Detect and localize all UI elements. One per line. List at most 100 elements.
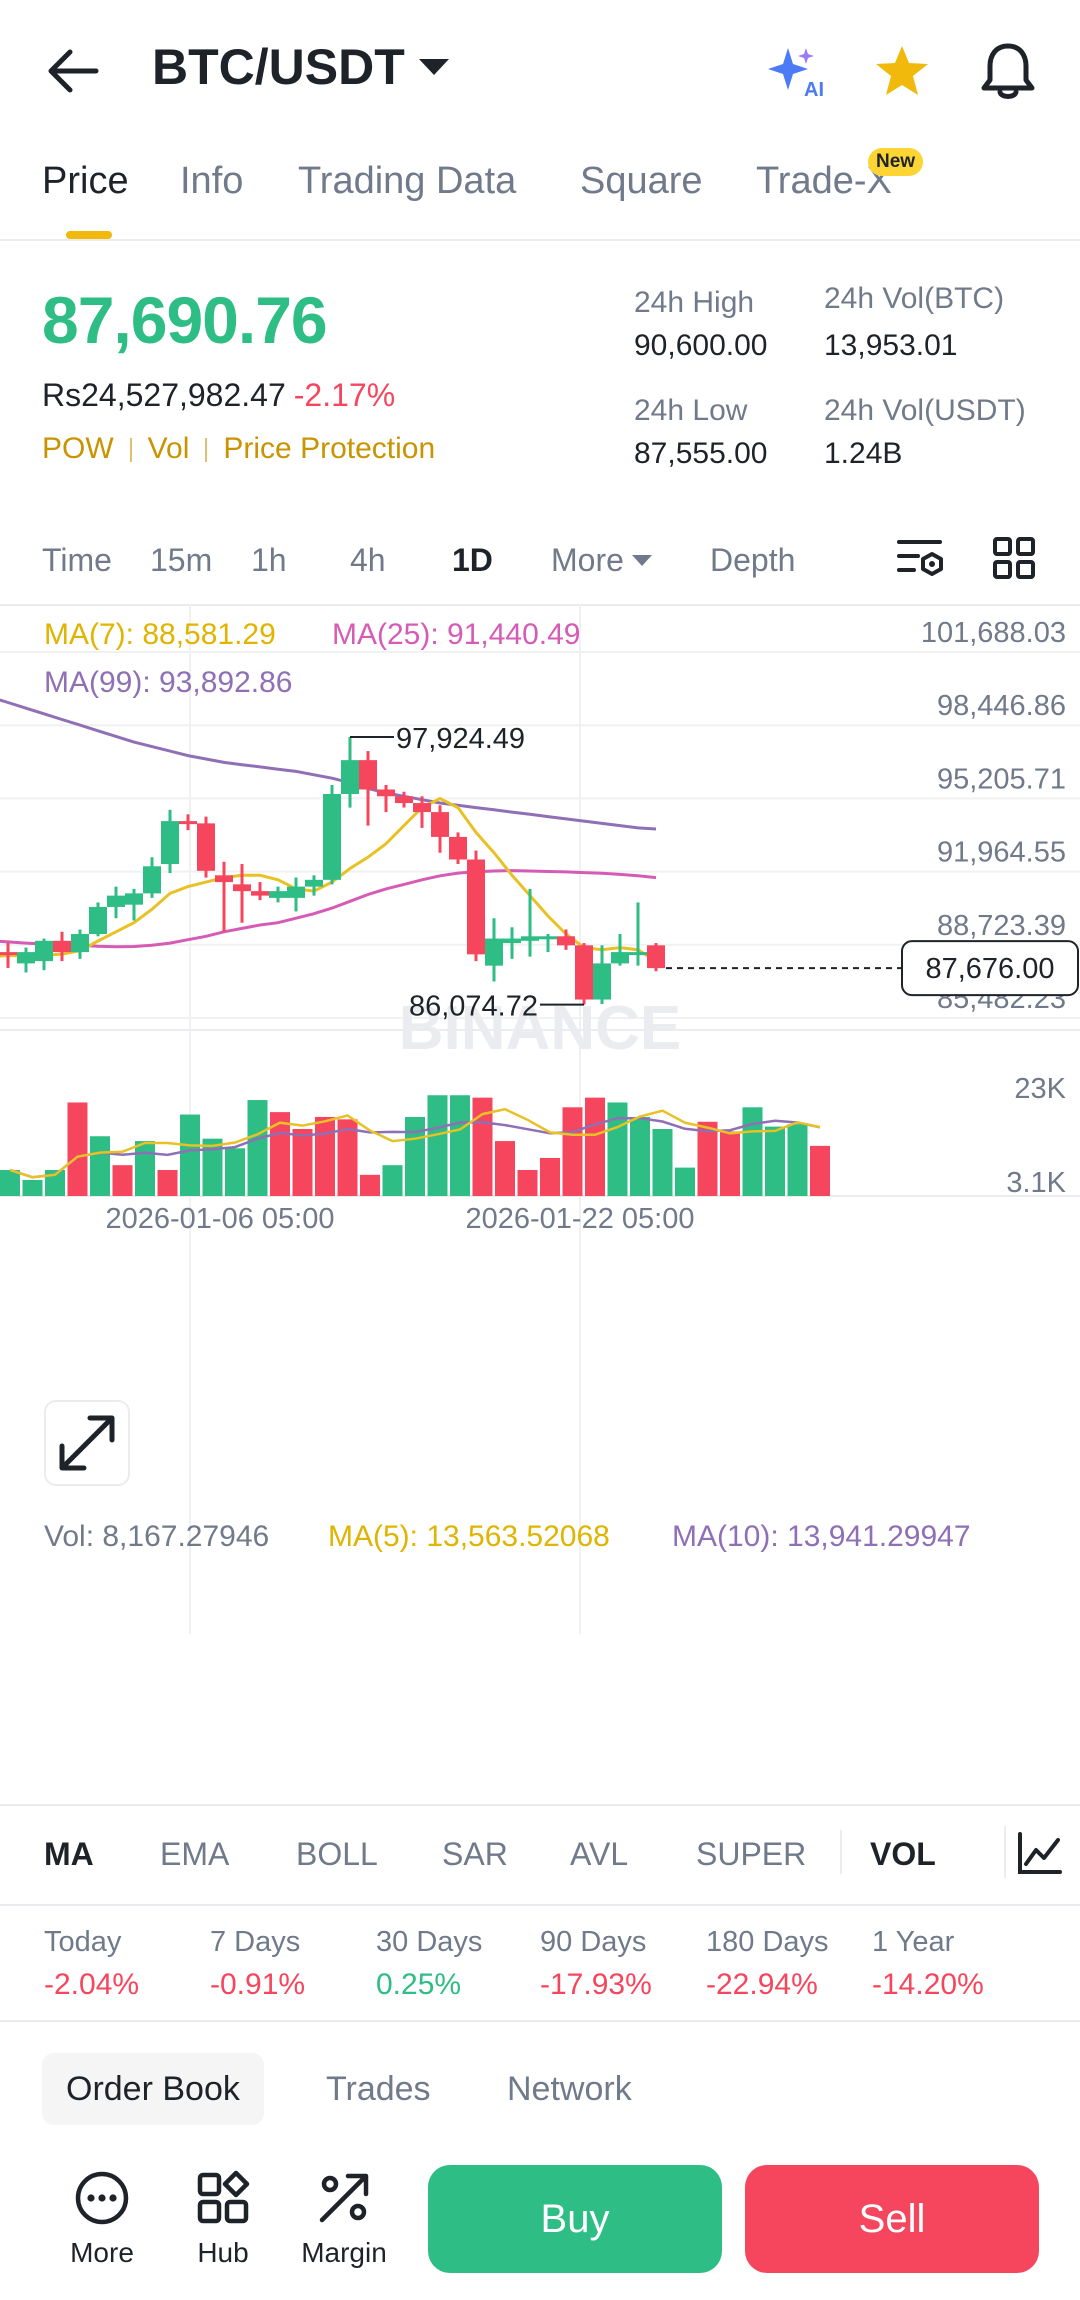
volume-bar <box>22 1180 43 1196</box>
tf-15m[interactable]: 15m <box>150 542 213 578</box>
alert-button[interactable] <box>978 40 1038 102</box>
volume-label: Vol: 8,167.27946 <box>44 1520 270 1553</box>
buy-button[interactable]: Buy <box>428 2165 722 2273</box>
price-markers: 97,924.49 86,074.72 87,676.00 <box>350 723 1079 1023</box>
indicator-divider <box>1004 1826 1006 1878</box>
indicator-ma[interactable]: MA <box>44 1836 94 1872</box>
sell-button[interactable]: Sell <box>745 2165 1039 2273</box>
tab-trading-data[interactable]: Trading Data <box>298 160 517 202</box>
tf-1h[interactable]: 1h <box>251 542 287 578</box>
candle-body <box>287 886 305 898</box>
volume-bar <box>337 1119 358 1196</box>
perf-1y-value: -14.20% <box>872 1968 984 2001</box>
candle-body <box>125 893 143 905</box>
tab-info[interactable]: Info <box>180 160 244 202</box>
vol-ma10-line <box>9 1116 821 1179</box>
candle-body <box>629 952 647 956</box>
bell-icon <box>981 43 1035 99</box>
tf-more[interactable]: More <box>551 542 652 579</box>
tf-4h[interactable]: 4h <box>350 542 386 578</box>
volume-bar <box>675 1167 695 1196</box>
chevron-down-icon <box>631 555 652 567</box>
vol-btc-value: 13,953.01 <box>824 329 958 362</box>
vol-usdt-label: 24h Vol(USDT) <box>824 394 1026 427</box>
tab-price[interactable]: Price <box>42 160 129 202</box>
tabs-divider <box>0 239 1080 241</box>
tab-trades[interactable]: Trades <box>326 2070 431 2108</box>
hub-button[interactable]: Hub <box>168 2170 278 2269</box>
perf-bottom-divider <box>0 2020 1080 2022</box>
ai-sparkle-icon: AI <box>768 48 824 101</box>
favorite-button[interactable] <box>874 44 930 98</box>
volume-bar <box>720 1131 740 1196</box>
ai-button[interactable]: AI <box>766 44 830 101</box>
expand-chart-button[interactable] <box>44 1400 130 1486</box>
candle-body <box>341 760 359 795</box>
expand-icon <box>59 1415 115 1471</box>
chart-grid <box>0 604 1080 1634</box>
volume-bar <box>67 1102 88 1196</box>
price-axis-label: 91,964.55 <box>937 837 1066 869</box>
high-value: 90,600.00 <box>634 329 768 362</box>
tag-pow[interactable]: POW <box>42 432 114 465</box>
svg-text:AI: AI <box>804 79 824 100</box>
indicator-super[interactable]: SUPER <box>696 1836 807 1872</box>
volume-bar <box>225 1148 245 1196</box>
indicator-vol[interactable]: VOL <box>870 1836 936 1872</box>
volume-bar <box>765 1126 785 1196</box>
layout-grid-button[interactable] <box>992 536 1036 580</box>
tag-divider <box>205 438 208 463</box>
tag-vol[interactable]: Vol <box>147 432 190 465</box>
tab-order-book[interactable]: Order Book <box>42 2053 264 2125</box>
candle-body <box>251 891 269 896</box>
chart-bottom-divider <box>0 1804 1080 1806</box>
new-badge: New <box>868 148 924 176</box>
candle-body <box>215 875 233 883</box>
perf-90d-value: -17.93% <box>540 1968 652 2001</box>
indicator-ema[interactable]: EMA <box>160 1836 230 1872</box>
indicator-avl[interactable]: AVL <box>570 1836 629 1872</box>
volume-bar <box>112 1165 133 1196</box>
volume-bar <box>562 1107 583 1196</box>
margin-button[interactable]: Margin <box>289 2170 399 2269</box>
volume-bars <box>0 1095 830 1196</box>
perf-30d-label: 30 Days <box>376 1926 483 1958</box>
candlestick-chart[interactable]: BINANCE 101,688.0398,446.8695,205.7191,9… <box>0 604 1080 1804</box>
tab-square[interactable]: Square <box>580 160 703 202</box>
perf-7d-label: 7 Days <box>210 1926 301 1958</box>
tf-1d[interactable]: 1D <box>452 542 493 578</box>
candle-body <box>53 940 71 953</box>
ma7-label: MA(7): 88,581.29 <box>44 618 276 651</box>
vol-ma10-label: MA(10): 13,941.29947 <box>672 1520 971 1553</box>
tf-depth[interactable]: Depth <box>710 542 796 578</box>
hub-label: Hub <box>197 2237 249 2268</box>
hub-icon <box>197 2170 250 2224</box>
indicator-sar[interactable]: SAR <box>442 1836 508 1872</box>
last-price: 87,690.76 <box>42 283 328 357</box>
volume-bar <box>607 1102 628 1196</box>
volume-bar <box>787 1124 808 1196</box>
chart-settings-button[interactable] <box>896 536 946 582</box>
ma99-line <box>0 698 657 831</box>
star-icon <box>876 46 928 95</box>
more-dots-icon <box>75 2171 129 2225</box>
volume-bar <box>585 1097 605 1196</box>
perf-90d-label: 90 Days <box>540 1926 647 1958</box>
tf-time[interactable]: Time <box>42 542 112 578</box>
line-chart-icon <box>1018 1832 1062 1874</box>
tag-price-protection[interactable]: Price Protection <box>223 432 436 465</box>
volume-bar <box>202 1138 223 1196</box>
pair-selector[interactable]: BTC/USDT <box>152 38 449 96</box>
tag-row: POW Vol Price Protection <box>42 432 435 466</box>
ma25-line <box>0 869 657 949</box>
indicator-settings-button[interactable] <box>1016 1830 1064 1876</box>
volume-axis-label: 3.1K <box>1006 1167 1066 1199</box>
low-value: 87,555.00 <box>634 437 768 470</box>
margin-icon <box>319 2173 369 2223</box>
candle-body <box>467 859 485 955</box>
back-button[interactable] <box>44 46 100 96</box>
more-label: More <box>70 2237 134 2268</box>
more-button[interactable]: More <box>47 2170 157 2269</box>
tab-network[interactable]: Network <box>507 2070 632 2108</box>
indicator-boll[interactable]: BOLL <box>296 1836 378 1872</box>
